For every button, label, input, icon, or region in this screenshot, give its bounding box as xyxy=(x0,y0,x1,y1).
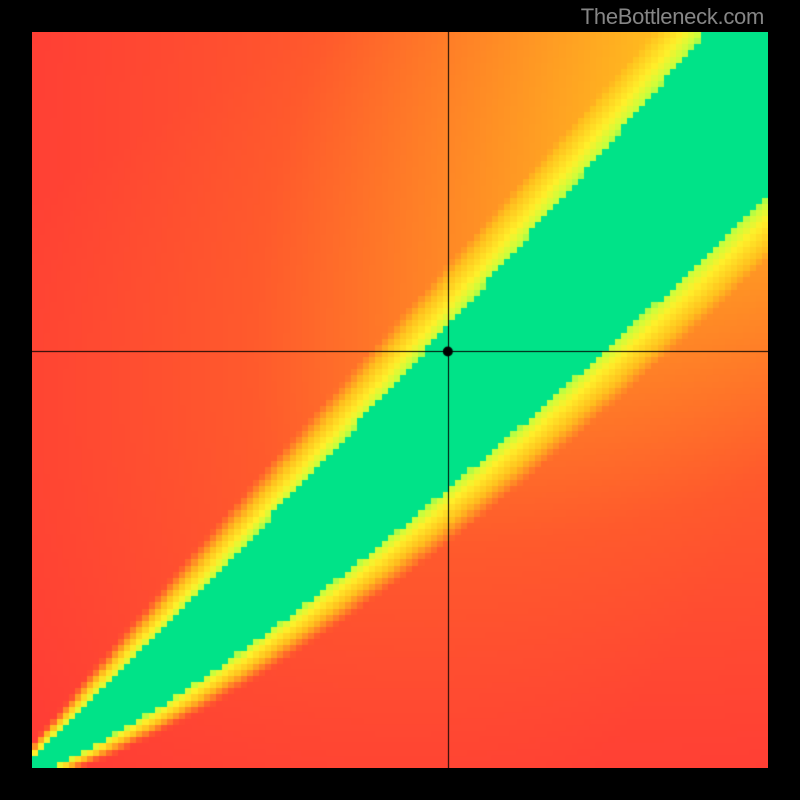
crosshair-overlay xyxy=(32,32,768,768)
watermark-text: TheBottleneck.com xyxy=(581,4,764,30)
